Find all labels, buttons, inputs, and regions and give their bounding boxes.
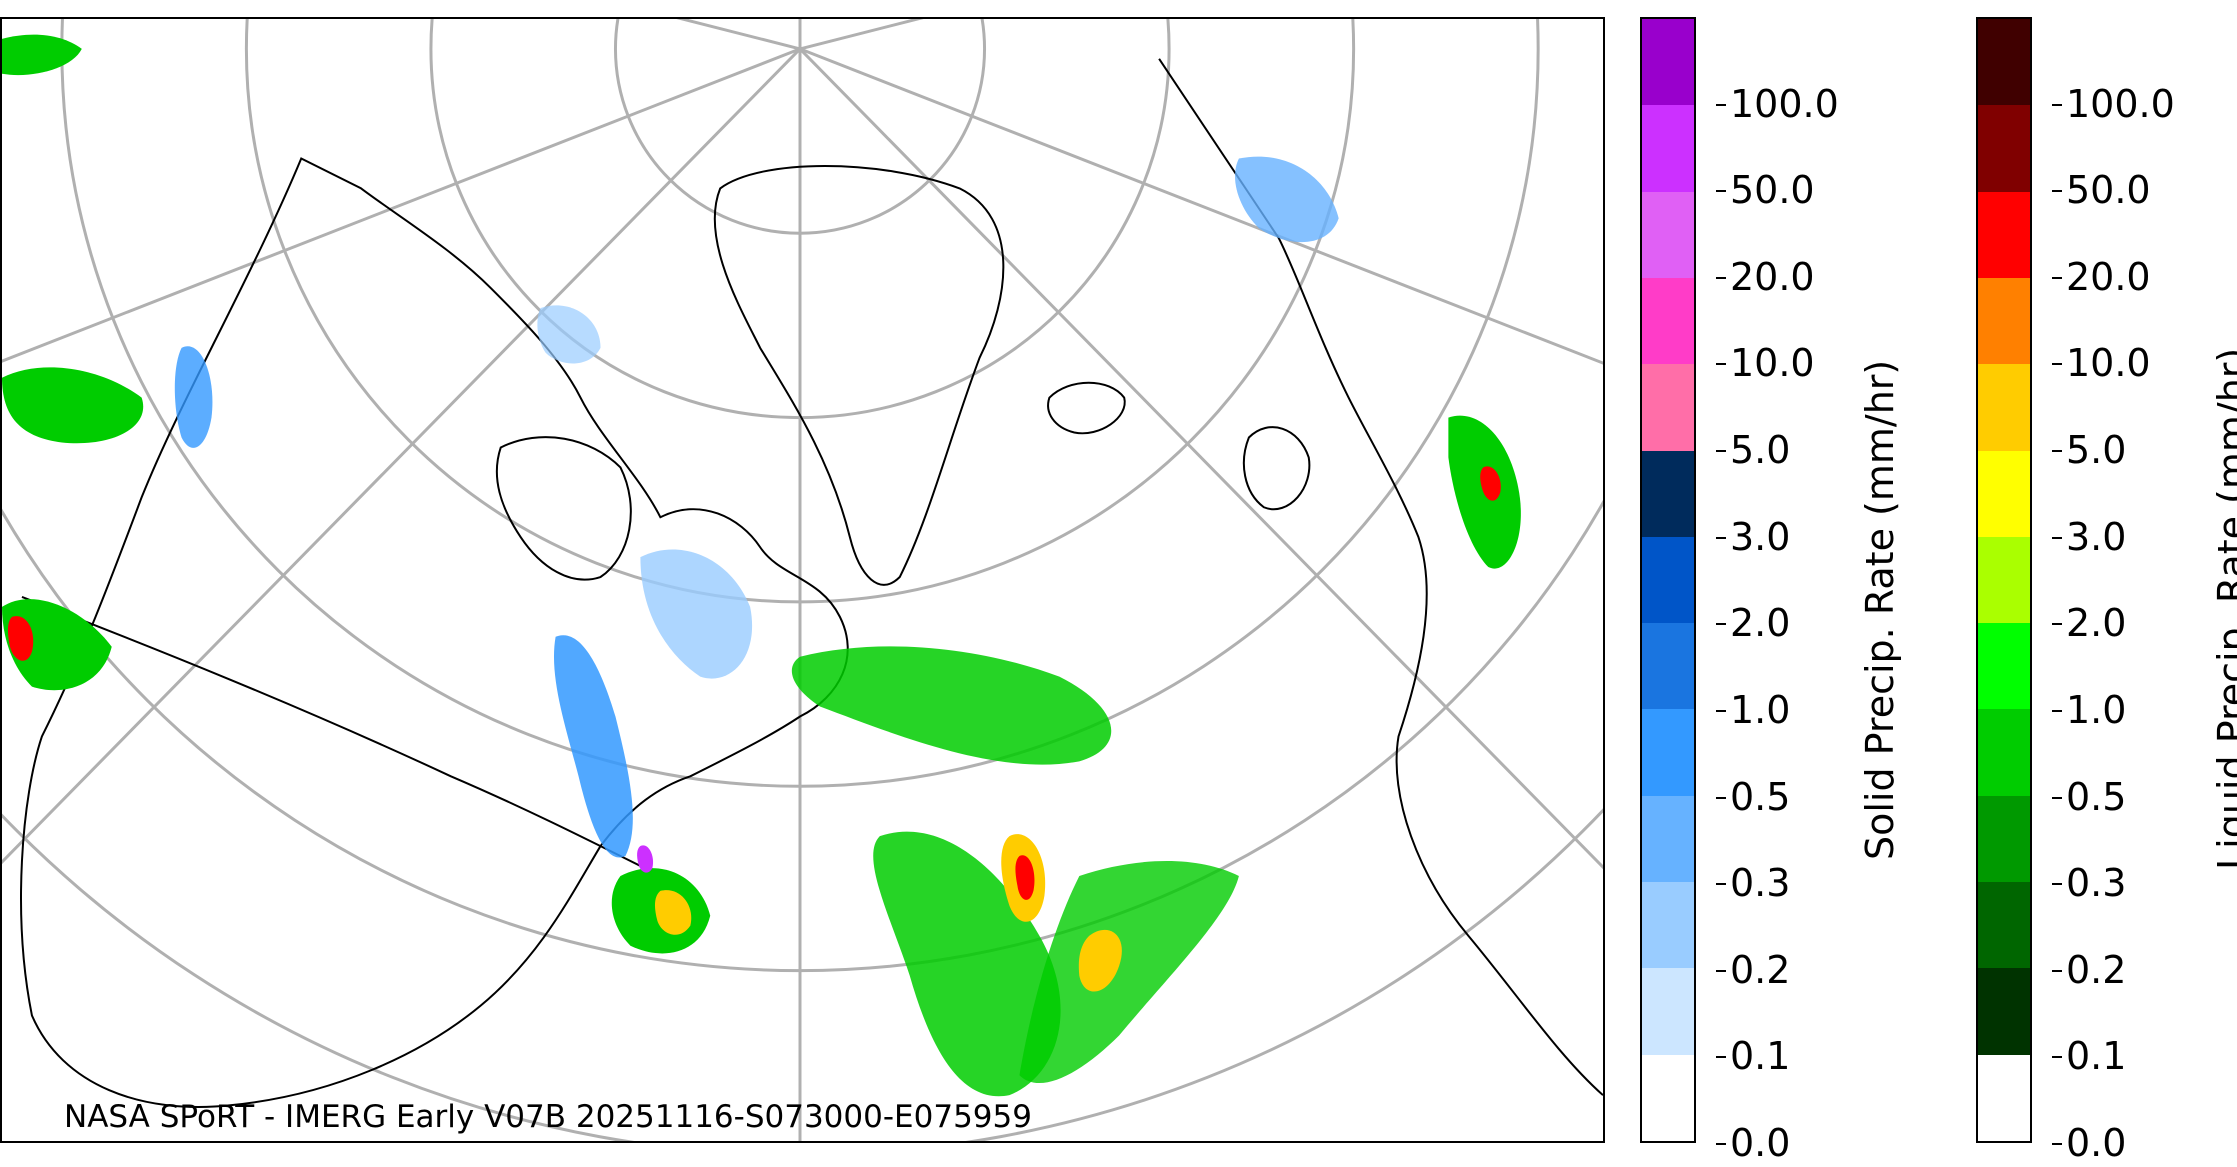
europe-coastline — [1158, 58, 1603, 1096]
liquid-precip-west-coast — [2, 599, 112, 691]
colorbar-tick-label: 1.0 — [2051, 687, 2127, 732]
us-canada-border — [21, 596, 641, 867]
colorbar-tick-label: 100.0 — [2052, 81, 2175, 126]
colorbar-tick-label: 0.3 — [1715, 861, 1791, 906]
liquid-precip-band — [1019, 860, 1239, 1084]
solid-precip-band — [640, 549, 753, 679]
colorbar-segment — [1978, 364, 2030, 451]
colorbar-tick-label: 0.5 — [2051, 774, 2127, 819]
solid-precip-areas — [174, 156, 1339, 873]
colorbar-tick-label: 50.0 — [2052, 168, 2151, 213]
colorbar-tick-label: 10.0 — [2052, 341, 2151, 386]
colorbar-segment — [1978, 536, 2030, 624]
colorbar-segment — [1978, 1054, 2030, 1141]
british-isles-coastline — [1242, 426, 1311, 511]
colorbar-segment — [1978, 105, 2030, 192]
map-canvas — [2, 19, 1603, 1141]
colorbar-segment — [1978, 18, 2030, 106]
colorbar-segment — [1642, 105, 1694, 192]
meridian-line — [676, 19, 801, 51]
solid-precip-band — [553, 635, 633, 858]
colorbar-segment — [1978, 623, 2030, 710]
colorbar-segment — [1978, 450, 2030, 537]
colorbar-tick-label: 2.0 — [2051, 601, 2127, 646]
colorbar-tick-label: 5.0 — [1715, 428, 1791, 473]
colorbar-tick-label: 100.0 — [1716, 81, 1839, 126]
colorbar-tick-label: 50.0 — [1716, 168, 1815, 213]
meridian-line — [2, 47, 801, 363]
liquid-precip-band — [791, 646, 1112, 765]
colorbar-segment — [1642, 536, 1694, 624]
coastlines — [20, 58, 1603, 1108]
solid-precip-core — [637, 845, 654, 873]
meridian-line — [798, 47, 1603, 870]
colorbar-segment — [1642, 882, 1694, 969]
colorbar-segment — [1642, 709, 1694, 796]
liquid-precip-top-left — [2, 34, 82, 76]
colorbar-tick-label: 20.0 — [1716, 254, 1815, 299]
latitude-circle-40 — [2, 499, 1603, 972]
liquid-precip-west-coast — [2, 367, 144, 444]
colorbar-segment — [1642, 277, 1694, 365]
liquid-precip-core — [7, 616, 34, 661]
map-credit-text: NASA SPoRT - IMERG Early V07B 20251116-S… — [64, 1099, 1032, 1135]
liquid-precip-colorbar-label: Liquid Precip. Rate (mm/hr) — [2210, 347, 2237, 870]
colorbar-segment — [1642, 623, 1694, 710]
liquid-precip-core — [1015, 855, 1035, 900]
solid-precip-band — [537, 305, 601, 364]
colorbar-tick-label: 0.1 — [2051, 1034, 2127, 1079]
colorbar-tick-label: 20.0 — [2052, 254, 2151, 299]
liquid-precip-core — [654, 890, 692, 935]
colorbar-segment — [1642, 364, 1694, 451]
colorbar-tick-label: 0.5 — [1715, 774, 1791, 819]
colorbar-segment — [1642, 968, 1694, 1055]
colorbar-segment — [1978, 191, 2030, 278]
solid-precip-colorbar-label: Solid Precip. Rate (mm/hr) — [1858, 359, 1902, 860]
colorbar-tick-label: 3.0 — [2051, 514, 2127, 559]
hudson-bay-coastline — [495, 436, 632, 581]
colorbar-tick-label: 1.0 — [1715, 687, 1791, 732]
colorbar-tick-label: 10.0 — [1716, 341, 1815, 386]
colorbar-tick-label: 3.0 — [1715, 514, 1791, 559]
meridian-line — [2, 47, 802, 865]
liquid-precip-core — [1480, 466, 1501, 501]
colorbar-segment — [1978, 709, 2030, 796]
colorbar-tick-label: 5.0 — [2051, 428, 2127, 473]
solid-precip-band — [1234, 156, 1339, 243]
colorbar-tick-label: 0.0 — [1715, 1121, 1791, 1165]
colorbar-segment — [1978, 795, 2030, 883]
colorbar-segment — [1978, 277, 2030, 365]
meridian-line — [799, 47, 1603, 365]
colorbar-segment — [1642, 450, 1694, 537]
solid-precip-band — [174, 346, 213, 448]
liquid-precip-core — [1078, 929, 1122, 992]
colorbar-tick-label: 2.0 — [1715, 601, 1791, 646]
solid-precip-colorbar — [1640, 17, 1696, 1143]
colorbar-tick-label: 0.2 — [1715, 947, 1791, 992]
colorbar-segment — [1978, 882, 2030, 969]
liquid-precip-colorbar — [1976, 17, 2032, 1143]
iceland-coastline — [1047, 381, 1126, 435]
meridian-line — [799, 19, 924, 51]
colorbar-segment — [1642, 795, 1694, 883]
colorbar-tick-label: 0.1 — [1715, 1034, 1791, 1079]
colorbar-segment — [1642, 1054, 1694, 1141]
colorbar-tick-label: 0.0 — [2051, 1121, 2127, 1165]
colorbar-segment — [1978, 968, 2030, 1055]
liquid-precip-areas — [2, 34, 1521, 1097]
colorbar-segment — [1642, 18, 1694, 106]
precipitation-map: NASA SPoRT - IMERG Early V07B 20251116-S… — [0, 17, 1605, 1143]
colorbar-tick-label: 0.2 — [2051, 947, 2127, 992]
colorbar-segment — [1642, 191, 1694, 278]
colorbar-tick-label: 0.3 — [2051, 861, 2127, 906]
greenland-coastline — [713, 164, 1005, 586]
